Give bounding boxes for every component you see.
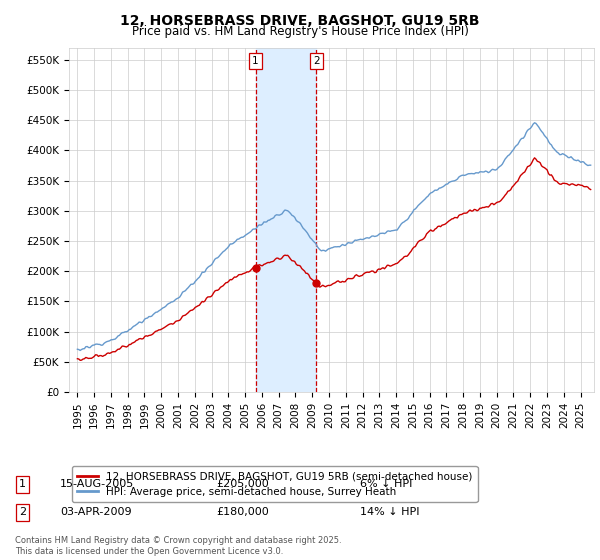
Text: 2: 2 xyxy=(313,56,320,66)
Legend: 12, HORSEBRASS DRIVE, BAGSHOT, GU19 5RB (semi-detached house), HPI: Average pric: 12, HORSEBRASS DRIVE, BAGSHOT, GU19 5RB … xyxy=(71,466,478,502)
Text: Price paid vs. HM Land Registry's House Price Index (HPI): Price paid vs. HM Land Registry's House … xyxy=(131,25,469,38)
Text: 12, HORSEBRASS DRIVE, BAGSHOT, GU19 5RB: 12, HORSEBRASS DRIVE, BAGSHOT, GU19 5RB xyxy=(120,14,480,28)
Text: 15-AUG-2005: 15-AUG-2005 xyxy=(60,479,134,489)
Text: 2: 2 xyxy=(19,507,26,517)
Text: Contains HM Land Registry data © Crown copyright and database right 2025.
This d: Contains HM Land Registry data © Crown c… xyxy=(15,536,341,556)
Bar xyxy=(256,48,316,392)
Text: 14% ↓ HPI: 14% ↓ HPI xyxy=(360,507,419,517)
Text: £180,000: £180,000 xyxy=(216,507,269,517)
Text: 6% ↓ HPI: 6% ↓ HPI xyxy=(360,479,412,489)
Text: 1: 1 xyxy=(252,56,259,66)
Text: £205,000: £205,000 xyxy=(216,479,269,489)
Text: 03-APR-2009: 03-APR-2009 xyxy=(60,507,131,517)
Text: 1: 1 xyxy=(19,479,26,489)
